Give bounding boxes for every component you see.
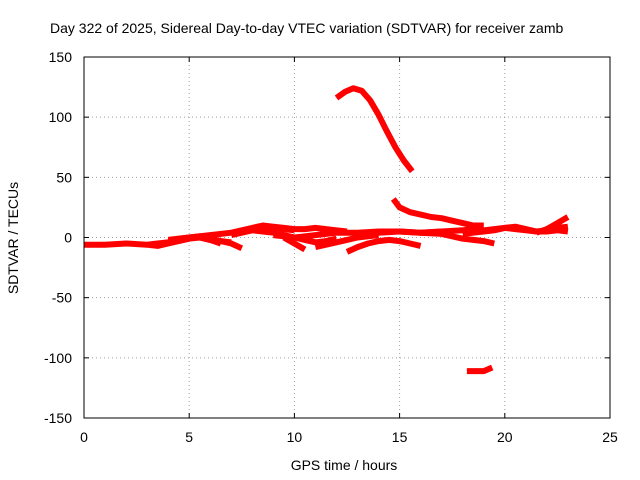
series-line-arc-13 [390,197,484,229]
chart-title: Day 322 of 2025, Sidereal Day-to-day VTE… [50,20,563,36]
axis-layer: 0 5 10 15 20 25 -150 -100 -50 0 50 100 150 [44,49,618,445]
series-line-arc-16 [535,214,570,236]
x-tick-label: 0 [80,429,88,445]
series-line-arc-11 [357,228,495,247]
series-line-arc-4 [199,234,244,252]
y-tick-label: 100 [49,109,73,125]
series-line-arc-17 [466,364,494,375]
x-tick-label: 20 [497,429,513,445]
series-layer [84,85,570,375]
x-axis-label: GPS time / hours [291,457,398,473]
series-line-arc-6 [251,222,348,235]
y-tick-label: 0 [64,230,72,246]
y-tick-label: 50 [56,169,72,185]
series-line-arc-8 [282,234,307,253]
x-tick-label: 5 [185,429,193,445]
y-tick-label: -100 [44,350,72,366]
series-line-arc-12 [334,85,415,174]
x-tick-label: 15 [392,429,408,445]
y-tick-label: 150 [49,49,73,65]
series-line-arc-10 [345,236,422,255]
y-tick-label: -150 [44,410,72,426]
y-axis-label: SDTVAR / TECUs [5,182,21,294]
x-tick-label: 10 [287,429,303,445]
y-tick-label: -50 [52,290,72,306]
x-tick-label: 25 [602,429,618,445]
